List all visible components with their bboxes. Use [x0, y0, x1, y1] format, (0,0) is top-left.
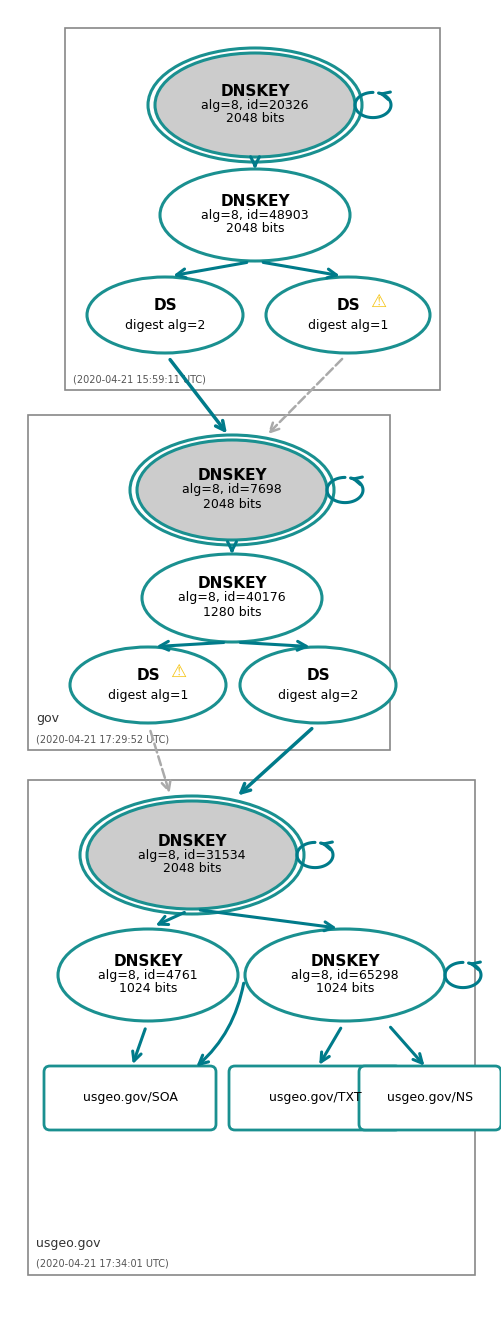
- Text: (2020-04-21 17:34:01 UTC): (2020-04-21 17:34:01 UTC): [36, 1259, 169, 1269]
- FancyBboxPatch shape: [44, 1067, 216, 1130]
- Text: digest alg=1: digest alg=1: [308, 318, 388, 331]
- Text: usgeo.gov/SOA: usgeo.gov/SOA: [83, 1092, 177, 1105]
- Ellipse shape: [160, 169, 350, 261]
- FancyBboxPatch shape: [359, 1067, 501, 1130]
- Text: DNSKEY: DNSKEY: [157, 833, 227, 849]
- Text: alg=8, id=31534: alg=8, id=31534: [138, 849, 246, 862]
- Text: alg=8, id=4761: alg=8, id=4761: [98, 969, 198, 982]
- Text: usgeo.gov/TXT: usgeo.gov/TXT: [269, 1092, 361, 1105]
- Text: DNSKEY: DNSKEY: [113, 953, 183, 969]
- Bar: [28, 414, 390, 750]
- Text: 2048 bits: 2048 bits: [163, 862, 221, 875]
- Text: digest alg=1: digest alg=1: [108, 689, 188, 701]
- Ellipse shape: [245, 929, 445, 1020]
- Text: 2048 bits: 2048 bits: [203, 498, 261, 511]
- Text: 2048 bits: 2048 bits: [226, 223, 284, 235]
- Text: ⚠: ⚠: [370, 293, 386, 312]
- Text: 1280 bits: 1280 bits: [203, 606, 261, 619]
- Ellipse shape: [58, 929, 238, 1020]
- Text: (2020-04-21 15:59:11 UTC): (2020-04-21 15:59:11 UTC): [73, 374, 206, 384]
- Text: alg=8, id=7698: alg=8, id=7698: [182, 483, 282, 496]
- Text: DS: DS: [306, 668, 330, 682]
- Text: digest alg=2: digest alg=2: [125, 318, 205, 331]
- Bar: [65, 28, 440, 389]
- Text: DNSKEY: DNSKEY: [197, 577, 267, 591]
- Text: DNSKEY: DNSKEY: [220, 194, 290, 209]
- Text: digest alg=2: digest alg=2: [278, 689, 358, 701]
- Ellipse shape: [266, 277, 430, 352]
- Text: DS: DS: [336, 297, 360, 313]
- Text: alg=8, id=65298: alg=8, id=65298: [291, 969, 399, 982]
- Text: 1024 bits: 1024 bits: [316, 982, 374, 995]
- Ellipse shape: [240, 647, 396, 723]
- Text: alg=8, id=20326: alg=8, id=20326: [201, 99, 309, 111]
- FancyBboxPatch shape: [229, 1067, 401, 1130]
- Text: usgeo.gov: usgeo.gov: [36, 1237, 101, 1250]
- Ellipse shape: [155, 53, 355, 157]
- Text: (2020-04-21 17:29:52 UTC): (2020-04-21 17:29:52 UTC): [36, 734, 169, 744]
- Ellipse shape: [87, 277, 243, 352]
- Text: 1024 bits: 1024 bits: [119, 982, 177, 995]
- Bar: [28, 780, 475, 1275]
- Ellipse shape: [137, 440, 327, 540]
- Text: DNSKEY: DNSKEY: [310, 953, 380, 969]
- Text: DS: DS: [153, 297, 177, 313]
- Text: DNSKEY: DNSKEY: [197, 469, 267, 483]
- Ellipse shape: [70, 647, 226, 723]
- Ellipse shape: [142, 554, 322, 642]
- Text: ⚠: ⚠: [170, 663, 186, 681]
- Text: alg=8, id=48903: alg=8, id=48903: [201, 209, 309, 222]
- Text: gov: gov: [36, 711, 59, 725]
- Text: DS: DS: [136, 668, 160, 682]
- Text: 2048 bits: 2048 bits: [226, 112, 284, 125]
- Text: alg=8, id=40176: alg=8, id=40176: [178, 591, 286, 605]
- Ellipse shape: [87, 801, 297, 909]
- Text: usgeo.gov/NS: usgeo.gov/NS: [387, 1092, 473, 1105]
- Text: DNSKEY: DNSKEY: [220, 83, 290, 99]
